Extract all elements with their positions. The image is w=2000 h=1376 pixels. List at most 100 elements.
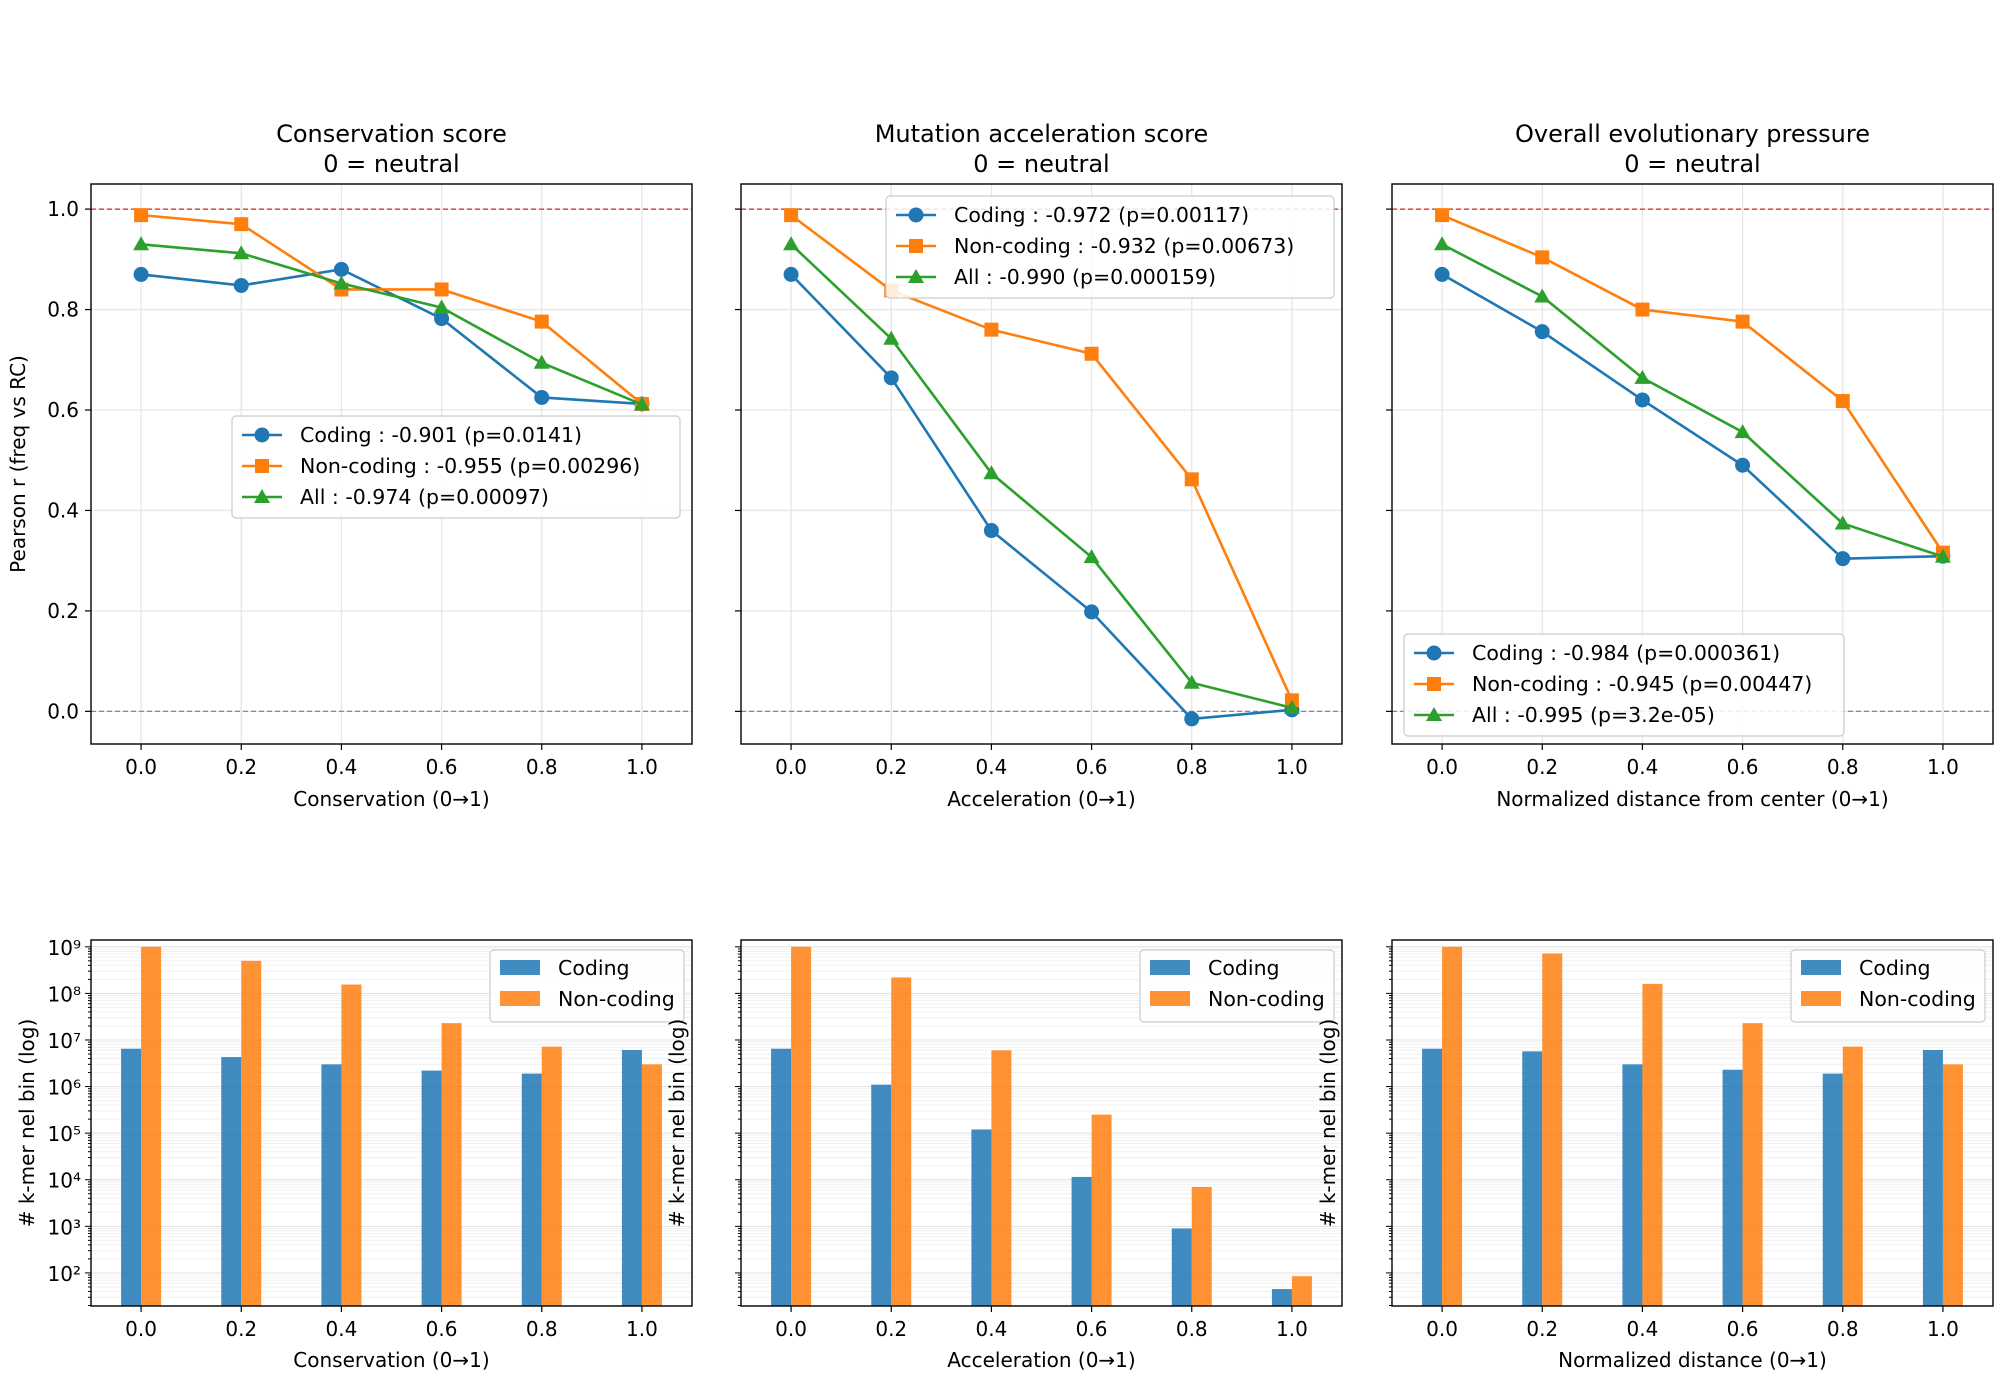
legend-label: Non-coding : -0.945 (p=0.00447) [1472, 672, 1812, 696]
y-tick-label: 10⁶ [48, 1076, 81, 1100]
series-line [1441, 273, 1943, 560]
x-tick-label: 1.0 [626, 1317, 658, 1341]
series-line [140, 268, 643, 406]
x-tick-label: 1.0 [1276, 1317, 1308, 1341]
data-point [883, 330, 900, 345]
bar [641, 1064, 662, 1306]
data-point [1434, 236, 1451, 251]
y-tick-label: 0.6 [47, 398, 79, 422]
data-point [1534, 288, 1551, 303]
legend-marker [1427, 677, 1441, 691]
series-line [790, 214, 1294, 701]
legend-label: Non-coding [1208, 987, 1325, 1011]
data-point [534, 389, 550, 405]
legend-marker [1426, 707, 1442, 721]
line-chart-1: 0.0 0.2 0.4 0.6 0.8 1.0 0.0 0.2 0.4 0.6 0.8 1.0 Cons… [6, 120, 693, 811]
legend-box [1403, 633, 1845, 737]
data-point [1734, 424, 1751, 439]
bar [541, 1046, 562, 1306]
data-point [1634, 369, 1651, 384]
chart-subtitle: 0 = neutral [323, 150, 459, 178]
legend: Coding : -0.984 (p=0.000361) Non-coding :… [1403, 633, 1845, 737]
legend-swatch [1801, 960, 1841, 975]
legend-label: Coding : -0.984 (p=0.000361) [1472, 641, 1780, 665]
legend-label: Non-coding : -0.955 (p=0.00296) [300, 454, 640, 478]
bar [1091, 1114, 1112, 1306]
data-point [1735, 314, 1750, 329]
x-axis-label: Acceleration (0→1) [947, 787, 1135, 811]
legend-swatch [500, 991, 540, 1006]
bar [1191, 1186, 1212, 1306]
legend-label: All : -0.995 (p=3.2e-05) [1472, 703, 1715, 727]
data-point [433, 299, 450, 314]
bar [1742, 1023, 1763, 1306]
data-point [134, 208, 149, 223]
bar [791, 946, 812, 1306]
legend: Coding Non-coding [489, 949, 685, 1023]
bar [1422, 1048, 1443, 1306]
x-tick-label: 1.0 [1927, 1317, 1959, 1341]
bar [321, 1064, 342, 1306]
grid [91, 946, 692, 1306]
data-point [783, 236, 800, 251]
bar [241, 960, 262, 1306]
legend-box [231, 415, 681, 519]
bar-chart-2: 0.0 0.2 0.4 0.6 0.8 1.0 Acceleration (0→1) # k-… [665, 939, 1343, 1372]
data-point [983, 465, 1000, 480]
x-tick-label: 0.0 [775, 1317, 807, 1341]
x-tick-label: 1.0 [1276, 755, 1308, 779]
data-point [883, 370, 899, 386]
legend-label: Non-coding : -0.932 (p=0.00673) [954, 234, 1294, 258]
chart-title: Overall evolutionary pressure [1515, 120, 1870, 148]
x-tick-label: 0.6 [426, 755, 458, 779]
chart-subtitle: 0 = neutral [973, 150, 1109, 178]
data-point [784, 208, 799, 223]
x-tick-label: 1.0 [1927, 755, 1959, 779]
x-axis-label: Conservation (0→1) [293, 1348, 489, 1372]
bar [1822, 1073, 1843, 1306]
bar [141, 946, 162, 1306]
plot-frame [740, 939, 1343, 1307]
data-point [633, 396, 650, 411]
x-tick-label: 0.4 [1627, 1317, 1659, 1341]
series-line [140, 242, 643, 406]
data-point [1183, 674, 1200, 689]
data-point [434, 311, 450, 327]
series-line [790, 243, 1293, 710]
y-tick-label: 0.4 [47, 498, 79, 522]
legend-marker [909, 239, 923, 253]
x-axis-label: Normalized distance from center (0→1) [1496, 787, 1888, 811]
y-axis-label: # k-mer nel bin (log) [1316, 1019, 1340, 1228]
bar [341, 984, 362, 1306]
y-axis-label: Pearson r (freq vs RC) [6, 355, 30, 573]
legend-label: Coding [1859, 956, 1931, 980]
bar-chart-3: 0.0 0.2 0.4 0.6 0.8 1.0 Normalized distance (0… [1316, 939, 1994, 1372]
x-axis-label: Acceleration (0→1) [947, 1348, 1135, 1372]
bar-chart-1: 0.0 0.2 0.4 0.6 0.8 1.0 10² 10³ 10⁴ 10⁵ 10⁶ 10⁷ 10⁸ 1… [15, 936, 693, 1372]
x-tick-label: 0.0 [775, 755, 807, 779]
x-tick-label: 0.6 [1076, 1317, 1108, 1341]
data-point [233, 277, 249, 293]
bar [1442, 946, 1463, 1306]
bar [621, 1049, 642, 1306]
y-tick-label: 10⁹ [48, 936, 81, 960]
legend: Coding : -0.972 (p=0.00117) Non-coding : … [885, 195, 1335, 299]
x-tick-label: 0.6 [1727, 1317, 1759, 1341]
legend-marker [908, 207, 924, 223]
line-chart-2: 0.0 0.2 0.4 0.6 0.8 1.0 Mutation acceleration … [735, 120, 1343, 811]
bar [1922, 1049, 1943, 1306]
legend-label: All : -0.974 (p=0.00097) [300, 485, 549, 509]
x-tick-label: 0.8 [1176, 755, 1208, 779]
bar [521, 1073, 542, 1306]
x-tick-label: 0.8 [1827, 755, 1859, 779]
legend: Coding Non-coding [1139, 949, 1335, 1023]
x-tick-label: 0.8 [1176, 1317, 1208, 1341]
bar [1522, 1051, 1543, 1306]
data-point [1635, 302, 1650, 317]
y-axis-label: # k-mer nel bin (log) [15, 1019, 39, 1228]
bar [1622, 1064, 1643, 1306]
bar [1942, 1064, 1963, 1306]
bar [441, 1023, 462, 1306]
data-point [1634, 392, 1650, 408]
x-axis-label: Normalized distance (0→1) [1558, 1348, 1827, 1372]
